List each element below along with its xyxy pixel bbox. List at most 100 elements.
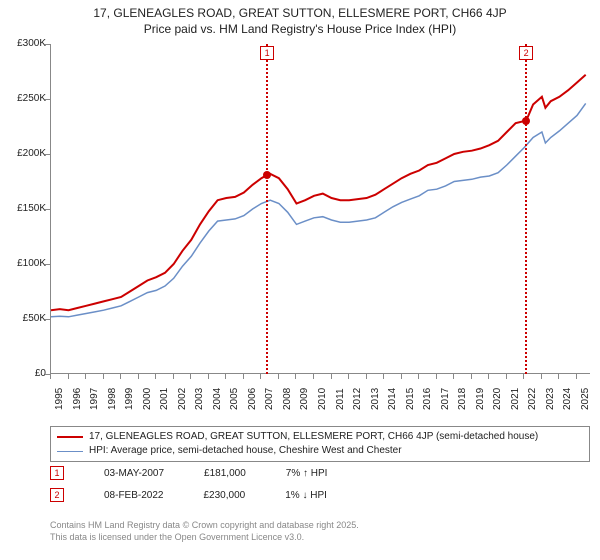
x-axis-label: 2025 [580, 388, 591, 410]
chart-title: 17, GLENEAGLES ROAD, GREAT SUTTON, ELLES… [0, 0, 600, 37]
x-axis-label: 2022 [527, 388, 538, 410]
y-tick [45, 264, 50, 265]
sale-marker-dot [263, 171, 271, 179]
sale-pct: 1% ↓ HPI [285, 490, 327, 501]
x-tick [313, 374, 314, 379]
x-axis-label: 2014 [387, 388, 398, 410]
sale-detail-row: 2 08-FEB-2022 £230,000 1% ↓ HPI [50, 488, 327, 502]
x-axis-label: 2007 [264, 388, 275, 410]
sale-date: 08-FEB-2022 [104, 490, 163, 501]
x-tick [278, 374, 279, 379]
sale-detail-row: 1 03-MAY-2007 £181,000 7% ↑ HPI [50, 466, 327, 480]
x-tick [523, 374, 524, 379]
sale-index-box: 1 [50, 466, 64, 480]
x-axis-label: 2002 [177, 388, 188, 410]
sale-date: 03-MAY-2007 [104, 468, 164, 479]
sale-marker-line [525, 44, 527, 374]
y-tick [45, 44, 50, 45]
y-axis-label: £100K [2, 258, 46, 269]
y-axis-label: £50K [2, 313, 46, 324]
x-tick [68, 374, 69, 379]
x-tick [471, 374, 472, 379]
x-axis-label: 2006 [247, 388, 258, 410]
x-axis-label: 1995 [54, 388, 65, 410]
x-axis-label: 2016 [422, 388, 433, 410]
x-tick [173, 374, 174, 379]
y-axis-label: £150K [2, 203, 46, 214]
y-tick [45, 209, 50, 210]
x-tick [295, 374, 296, 379]
legend-label: HPI: Average price, semi-detached house,… [89, 444, 402, 458]
sale-price: £230,000 [203, 490, 245, 501]
x-tick [331, 374, 332, 379]
x-axis-label: 2009 [299, 388, 310, 410]
x-axis-label: 2019 [475, 388, 486, 410]
x-axis-label: 2000 [142, 388, 153, 410]
x-tick [366, 374, 367, 379]
legend-box: 17, GLENEAGLES ROAD, GREAT SUTTON, ELLES… [50, 426, 590, 462]
sale-price: £181,000 [204, 468, 246, 479]
x-tick [418, 374, 419, 379]
x-tick [401, 374, 402, 379]
y-axis-label: £250K [2, 93, 46, 104]
x-tick [260, 374, 261, 379]
title-line-1: 17, GLENEAGLES ROAD, GREAT SUTTON, ELLES… [0, 6, 600, 22]
sale-pct: 7% ↑ HPI [286, 468, 328, 479]
legend-swatch [57, 436, 83, 438]
x-tick [243, 374, 244, 379]
x-axis-label: 2003 [194, 388, 205, 410]
x-tick [225, 374, 226, 379]
x-tick [208, 374, 209, 379]
series-hpi [51, 103, 586, 316]
x-axis-label: 2018 [457, 388, 468, 410]
y-axis-label: £300K [2, 38, 46, 49]
x-axis-label: 2020 [492, 388, 503, 410]
x-axis-label: 2023 [545, 388, 556, 410]
x-axis-label: 1997 [89, 388, 100, 410]
x-tick [50, 374, 51, 379]
x-tick [155, 374, 156, 379]
x-axis-label: 1996 [72, 388, 83, 410]
x-axis-label: 2017 [440, 388, 451, 410]
x-axis-label: 2011 [335, 388, 346, 410]
x-tick [348, 374, 349, 379]
x-tick [506, 374, 507, 379]
x-axis-label: 2004 [212, 388, 223, 410]
x-tick [138, 374, 139, 379]
title-line-2: Price paid vs. HM Land Registry's House … [0, 22, 600, 38]
legend-swatch [57, 451, 83, 452]
chart-lines [51, 44, 591, 374]
sale-marker-box: 1 [260, 46, 274, 60]
x-tick [85, 374, 86, 379]
footer-line-1: Contains HM Land Registry data © Crown c… [50, 520, 359, 532]
x-axis-label: 2021 [510, 388, 521, 410]
sale-index-box: 2 [50, 488, 64, 502]
legend-label: 17, GLENEAGLES ROAD, GREAT SUTTON, ELLES… [89, 430, 538, 444]
series-property [51, 75, 586, 310]
x-axis-label: 2015 [405, 388, 416, 410]
x-axis-label: 2024 [562, 388, 573, 410]
x-axis-label: 2008 [282, 388, 293, 410]
x-tick [541, 374, 542, 379]
x-axis-label: 2005 [229, 388, 240, 410]
x-tick [120, 374, 121, 379]
x-tick [558, 374, 559, 379]
y-tick [45, 154, 50, 155]
x-tick [103, 374, 104, 379]
x-axis-label: 2010 [317, 388, 328, 410]
x-tick [453, 374, 454, 379]
plot-area: 12 [50, 44, 590, 374]
y-tick [45, 319, 50, 320]
sale-marker-dot [522, 117, 530, 125]
x-axis-label: 1998 [107, 388, 118, 410]
y-axis-label: £200K [2, 148, 46, 159]
footer-text: Contains HM Land Registry data © Crown c… [50, 520, 359, 543]
x-axis-label: 2001 [159, 388, 170, 410]
sale-marker-box: 2 [519, 46, 533, 60]
sale-marker-line [266, 44, 268, 374]
y-tick [45, 99, 50, 100]
x-axis-label: 2012 [352, 388, 363, 410]
x-tick [190, 374, 191, 379]
y-axis-label: £0 [2, 368, 46, 379]
x-tick [436, 374, 437, 379]
